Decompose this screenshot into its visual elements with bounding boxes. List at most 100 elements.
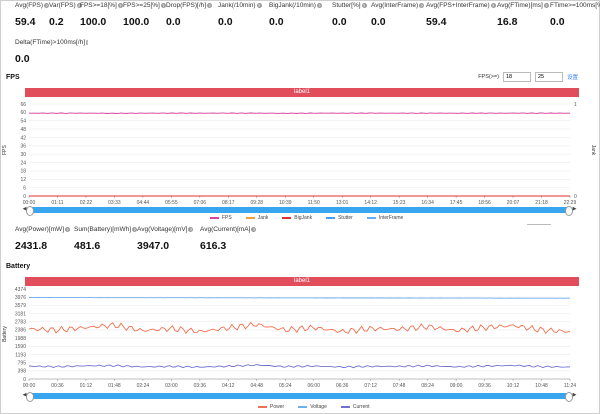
- battery-label-banner[interactable]: label1: [25, 277, 579, 286]
- legend-label: InterFrame: [378, 215, 404, 221]
- help-icon[interactable]: ?: [419, 3, 425, 8]
- legend-label: BigJank: [294, 215, 313, 221]
- help-icon[interactable]: ?: [76, 3, 82, 8]
- fps-slider-left-handle[interactable]: [26, 206, 34, 216]
- x-tick-label: 00:36: [51, 383, 64, 389]
- help-icon[interactable]: ?: [316, 3, 322, 8]
- stat-label: FPS>=25[%]?: [123, 2, 166, 9]
- legend-item-fps[interactable]: FPS: [210, 215, 232, 221]
- y-tick-label: 42: [20, 135, 26, 141]
- legend-swatch: [282, 217, 292, 219]
- series-line-voltage[interactable]: [29, 297, 570, 299]
- top-stat-2: FPS>=18[%]? 100.0: [80, 2, 150, 28]
- power-stat-1: Sum(Battery)[mWh]? 481.6: [74, 226, 144, 252]
- battery-scroll-right-icon[interactable]: ▶: [572, 392, 577, 398]
- y-tick-label: 66: [20, 102, 26, 108]
- help-icon[interactable]: ?: [160, 3, 166, 8]
- stat-label: Avg(Power)[mW]?: [15, 226, 70, 233]
- legend-item-bigjank[interactable]: BigJank: [282, 215, 312, 221]
- series-line-fps[interactable]: [29, 112, 570, 114]
- stat-value: 100.0: [80, 16, 107, 28]
- stat-label: Jank(/10min)?: [218, 2, 262, 9]
- help-icon[interactable]: ?: [86, 40, 89, 45]
- help-icon[interactable]: ?: [361, 3, 367, 8]
- y-tick-label: 1988: [15, 336, 26, 342]
- x-tick-label: 09:36: [478, 383, 491, 389]
- top-stat-1: Var(FPS)? 0.2: [49, 2, 119, 28]
- legend-swatch: [258, 406, 267, 408]
- help-icon[interactable]: ?: [188, 227, 194, 232]
- y-tick-label: 3579: [15, 303, 26, 309]
- x-tick-label: 08:24: [421, 383, 434, 389]
- battery-chart[interactable]: Battery 4374 3976 3579 3181 2783 2386 1988 1590 1…: [0, 287, 600, 392]
- threshold-set-link[interactable]: 设置: [566, 75, 578, 81]
- resize-divider: [527, 224, 551, 225]
- y-tick-label: 48: [20, 127, 26, 133]
- battery-scroll-left-icon[interactable]: ◀: [22, 392, 27, 398]
- help-icon[interactable]: ?: [132, 227, 138, 232]
- fps-legend: FPS Jank BigJank Stutter InterFrame: [210, 215, 403, 221]
- top-stat-6: BigJank(/10min)? 0.0: [269, 2, 339, 28]
- legend-item-voltage[interactable]: Voltage: [298, 404, 327, 410]
- series-line-current[interactable]: [28, 364, 570, 369]
- fps-slider-right-handle[interactable]: [565, 206, 573, 216]
- stat-value: 481.6: [74, 240, 101, 252]
- y-tick-label: 54: [20, 119, 26, 125]
- y-tick-label: 4374: [15, 287, 26, 293]
- y2-axis-label: Jank: [590, 145, 596, 156]
- help-icon[interactable]: ?: [207, 3, 213, 8]
- y-tick-label: 3181: [15, 311, 26, 317]
- help-icon[interactable]: ?: [117, 3, 123, 8]
- legend-item-power[interactable]: Power: [258, 404, 284, 410]
- x-tick-label: 05:24: [279, 383, 292, 389]
- battery-zoom-slider[interactable]: [26, 392, 573, 402]
- help-icon[interactable]: ?: [490, 3, 496, 8]
- y-tick-label: 6: [23, 185, 26, 191]
- x-tick-label: 08:17: [222, 200, 235, 206]
- x-tick-label: 16:34: [421, 200, 434, 206]
- fps-scroll-right-icon[interactable]: ▶: [572, 206, 577, 212]
- y-tick-label: 795: [18, 360, 27, 366]
- battery-slider-right-handle[interactable]: [565, 392, 573, 402]
- y-tick-label: 1590: [15, 344, 26, 350]
- stat-label: BigJank(/10min)?: [269, 2, 322, 9]
- battery-slider-left-handle[interactable]: [26, 392, 34, 402]
- legend-label: Current: [352, 404, 370, 410]
- top-stat-0: Avg(FPS)? 59.4: [15, 2, 85, 28]
- threshold-input-1[interactable]: [502, 72, 531, 82]
- series-line-power[interactable]: [28, 321, 571, 335]
- x-tick-label: 11:50: [308, 200, 320, 206]
- x-tick-label: 07:12: [364, 383, 377, 389]
- help-icon[interactable]: ?: [65, 227, 70, 232]
- legend-item-jank[interactable]: Jank: [245, 215, 268, 221]
- legend-item-interframe[interactable]: InterFrame: [366, 215, 404, 221]
- help-icon[interactable]: ?: [256, 3, 262, 8]
- threshold-input-2[interactable]: [534, 72, 563, 82]
- legend-item-current[interactable]: Current: [340, 404, 370, 410]
- y-tick-label: 0: [23, 377, 26, 383]
- x-tick-label: 02:24: [137, 383, 150, 389]
- y-tick-label: 30: [20, 152, 26, 158]
- fps-scroll-left-icon[interactable]: ◀: [22, 206, 27, 212]
- x-tick-label: 04:44: [137, 200, 150, 206]
- stat-value: 59.4: [426, 16, 447, 28]
- x-tick-label: 15:23: [393, 200, 406, 206]
- stat-label: Avg(Current)[mA]?: [200, 226, 257, 233]
- threshold-label: FPS(>=): [478, 74, 499, 80]
- help-icon[interactable]: ?: [44, 3, 50, 8]
- fps-zoom-slider[interactable]: [26, 206, 573, 216]
- x-tick-label: 01:12: [80, 383, 93, 389]
- legend-item-stutter[interactable]: Stutter: [326, 215, 353, 221]
- top-stat-4: Drop(FPS)[/h]? 0.0: [166, 2, 236, 28]
- stat-value: 3947.0: [137, 240, 170, 252]
- top-stat-12: Delta(FTime)>100ms[/h]? 0.0: [15, 39, 89, 65]
- x-tick-label: 00:00: [23, 383, 36, 389]
- fps-label-banner[interactable]: label1: [25, 88, 579, 97]
- stat-value: 0.0: [166, 16, 181, 28]
- y-tick-label: 1193: [15, 352, 26, 358]
- fps-threshold-controls: FPS(>=) 设置: [478, 72, 578, 82]
- help-icon[interactable]: ?: [543, 3, 549, 8]
- stat-label: FPS>=18[%]?: [80, 2, 123, 9]
- help-icon[interactable]: ?: [251, 227, 257, 232]
